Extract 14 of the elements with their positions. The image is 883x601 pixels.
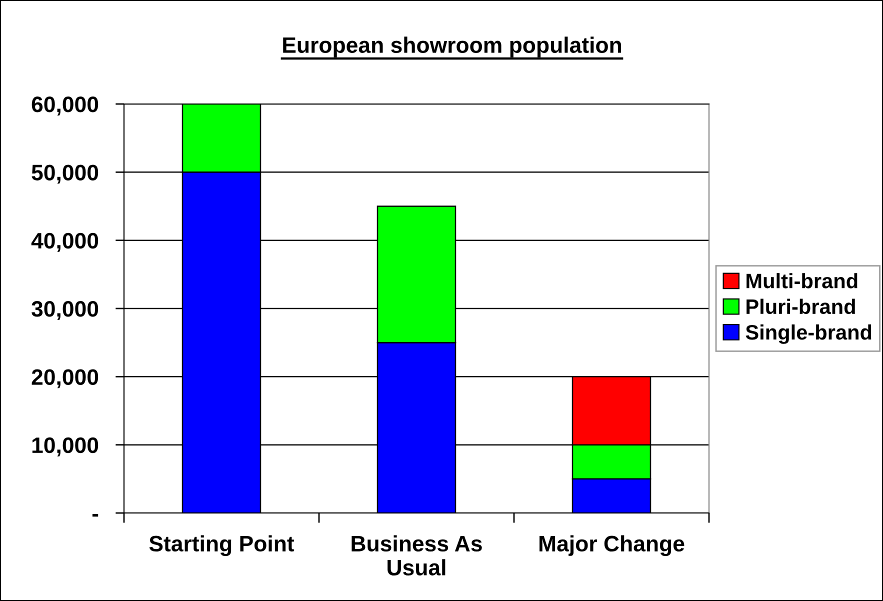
y-tick-label: -	[92, 514, 98, 517]
x-tick-label: Business As Usual	[352, 535, 482, 576]
y-tick-label: 40,000	[31, 232, 98, 252]
legend-label: Multi-brand	[746, 273, 858, 288]
y-tick-label: 60,000	[32, 96, 98, 116]
y-tick-label: 10,000	[32, 437, 98, 456]
y-tick-label: 30,000	[32, 301, 98, 320]
y-tick-label: 20,000	[32, 369, 98, 388]
x-tick-label: Major Change	[540, 535, 684, 556]
x-tick-label: Starting Point	[149, 535, 294, 556]
y-tick-label: 50,000	[32, 164, 98, 184]
chart-title: European showroom population	[283, 36, 621, 58]
legend-label: Pluri-brand	[746, 298, 855, 314]
legend-label: Single-brand	[746, 324, 872, 344]
